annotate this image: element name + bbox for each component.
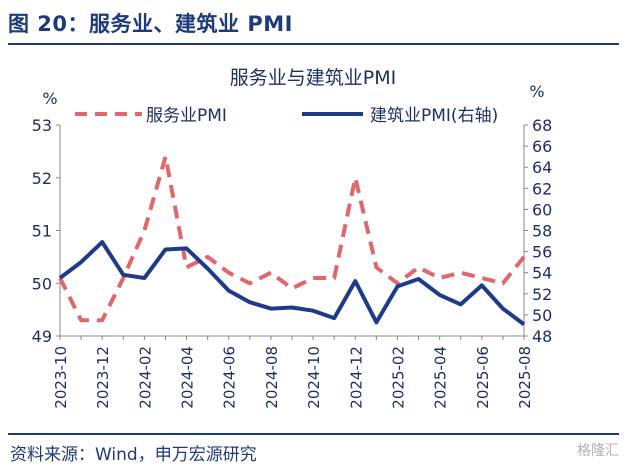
left-y-tick-label: 50 <box>32 274 52 293</box>
legend: 服务业PMI 建筑业PMI(右轴) <box>75 106 498 126</box>
bottom-rule <box>8 433 619 435</box>
right-y-tick-label: 56 <box>532 243 552 262</box>
right-y-tick-label: 50 <box>532 306 552 325</box>
x-tick-label: 2023-10 <box>52 346 70 409</box>
right-y-tick-label: 66 <box>532 137 552 156</box>
left-unit-label: % <box>42 89 57 108</box>
left-y-tick-label: 49 <box>32 327 52 346</box>
right-y-tick-label: 52 <box>532 285 552 304</box>
left-y-tick-label: 53 <box>32 116 52 135</box>
legend-services-label: 服务业PMI <box>146 106 227 126</box>
x-tick-label: 2025-04 <box>432 346 450 409</box>
x-tick-label: 2024-04 <box>179 346 197 409</box>
legend-construction-label: 建筑业PMI(右轴) <box>370 106 498 126</box>
x-tick-label: 2025-06 <box>474 346 492 409</box>
right-y-tick-label: 60 <box>532 200 552 219</box>
right-y-tick-label: 54 <box>532 264 552 283</box>
x-tick-label: 2024-06 <box>221 346 239 409</box>
x-tick-label: 2025-02 <box>389 346 407 409</box>
right-y-tick-label: 48 <box>532 327 552 346</box>
right-unit-label: % <box>529 82 544 101</box>
construction-pmi-line <box>58 240 526 327</box>
right-y-tick-label: 62 <box>532 179 552 198</box>
axes: 49 50 51 52 53 48 50 52 54 56 58 60 62 64 66 68 2023-10 2… <box>32 116 553 409</box>
x-tick-label: 2024-02 <box>136 346 154 409</box>
x-tick-label: 2023-12 <box>94 346 112 409</box>
plot-area <box>58 154 526 327</box>
x-tick-label: 2024-08 <box>263 346 281 409</box>
top-rule <box>8 43 619 45</box>
chart-title: 服务业与建筑业PMI <box>230 67 396 89</box>
right-y-tick-label: 64 <box>532 158 552 177</box>
x-tick-label: 2024-10 <box>305 346 323 409</box>
services-pmi-line <box>58 154 526 323</box>
left-y-tick-label: 51 <box>32 222 52 241</box>
figure-title: 图 20：服务业、建筑业 PMI <box>8 12 293 36</box>
right-y-tick-label: 68 <box>532 116 552 135</box>
left-y-tick-label: 52 <box>32 169 52 188</box>
source-note: 资料来源：Wind，申万宏源研究 <box>10 445 257 465</box>
watermark: 格隆汇 <box>577 443 619 459</box>
x-tick-label: 2024-12 <box>347 346 365 409</box>
x-tick-label: 2025-08 <box>516 346 534 409</box>
right-y-tick-label: 58 <box>532 222 552 241</box>
